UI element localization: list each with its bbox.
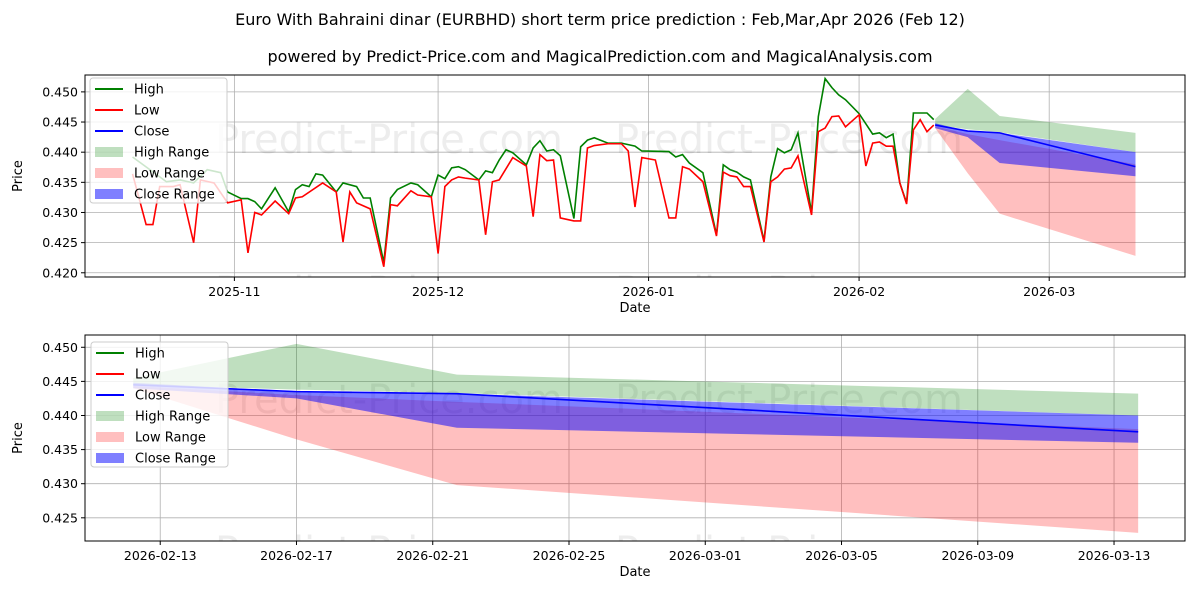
y-tick-label: 0.430 — [42, 205, 78, 220]
legend-label: High — [135, 347, 165, 362]
legend-label: Close — [135, 389, 170, 404]
legend: High Low Close High Range Low Range Close Ran… — [90, 341, 229, 468]
legend-label: High Range — [135, 410, 210, 425]
y-tick-label: 0.445 — [42, 374, 78, 389]
legend-label: Low — [135, 368, 161, 383]
y-tick-label: 0.435 — [42, 175, 78, 190]
legend-label: Low — [134, 104, 160, 119]
watermark: Predict-Price.com — [615, 529, 963, 575]
legend-label: High — [134, 83, 164, 98]
forecast-axes: 0.425 0.430 0.435 0.440 0.445 0.450 2026-02-13… — [11, 334, 1186, 580]
watermark: Predict-Price.com — [215, 529, 563, 575]
legend-patch-swatch — [95, 147, 123, 157]
legend-label: Close Range — [135, 452, 216, 467]
x-tick-label: 2026-02-21 — [396, 548, 469, 563]
high-range-band — [935, 88, 1136, 153]
y-tick-label: 0.450 — [42, 340, 78, 355]
chart-title: Euro With Bahraini dinar (EURBHD) short … — [235, 10, 965, 29]
x-tick-label: 2026-03-13 — [1078, 548, 1151, 563]
legend-label: Close Range — [134, 188, 215, 203]
high-series-line — [132, 76, 935, 263]
y-tick-label: 0.440 — [42, 145, 78, 160]
watermark: Predict-Price.com — [215, 117, 563, 163]
legend-patch-swatch — [95, 168, 123, 178]
legend-patch-swatch — [96, 432, 124, 442]
y-tick-label: 0.425 — [42, 235, 78, 250]
legend-patch-swatch — [95, 189, 123, 199]
legend-box — [90, 341, 229, 468]
legend-patch-swatch — [96, 453, 124, 463]
x-tick-label: 2026-02-17 — [260, 548, 333, 563]
watermark-group: Predict-Price.com Predict-Price.com Predic… — [215, 117, 963, 315]
x-axis-label: Date — [619, 565, 650, 580]
legend-label: Low Range — [135, 431, 206, 446]
history-axes: 0.420 0.425 0.430 0.435 0.440 0.445 0.450 2025-… — [11, 74, 1186, 316]
y-tick-label: 0.435 — [42, 442, 78, 457]
x-tick-label: 2026-03 — [1023, 284, 1075, 299]
y-tick-label: 0.450 — [42, 84, 78, 99]
x-tick-label: 2026-03-05 — [805, 548, 878, 563]
y-tick-label: 0.420 — [42, 265, 78, 280]
y-tick-label: 0.430 — [42, 476, 78, 491]
high-range-band — [133, 343, 1139, 416]
legend-label: High Range — [134, 146, 209, 161]
legend-box — [89, 77, 228, 204]
x-tick-label: 2026-02-25 — [533, 548, 606, 563]
x-tick-label: 2026-02-13 — [124, 548, 197, 563]
x-tick-label: 2025-11 — [208, 284, 260, 299]
legend-label: Close — [134, 125, 169, 140]
x-tick-label: 2026-03-01 — [669, 548, 742, 563]
y-tick-label: 0.440 — [42, 408, 78, 423]
watermark: Predict-Price.com — [615, 269, 963, 315]
x-tick-label: 2025-12 — [412, 284, 464, 299]
axes-frame — [84, 74, 1186, 278]
x-tick-label: 2026-01 — [622, 284, 674, 299]
close-forecast-line — [935, 124, 1136, 168]
close-range-band — [935, 123, 1136, 177]
close-range-band — [133, 382, 1139, 443]
y-tick-label: 0.425 — [42, 510, 78, 525]
x-tick-label: 2026-03-09 — [941, 548, 1014, 563]
legend-label: Low Range — [134, 167, 205, 182]
y-tick-label: 0.445 — [42, 115, 78, 130]
y-axis-label: Price — [11, 160, 26, 192]
y-axis-label: Price — [11, 422, 26, 454]
x-axis-label: Date — [619, 301, 650, 316]
watermark: Predict-Price.com — [215, 269, 563, 315]
axes-frame — [84, 334, 1186, 542]
low-series-line — [131, 113, 935, 267]
x-tick-label: 2026-02 — [833, 284, 885, 299]
chart-subtitle: powered by Predict-Price.com and Magical… — [267, 47, 932, 66]
legend: High Low Close High Range Low Range Close Ran… — [89, 77, 228, 204]
legend-patch-swatch — [96, 411, 124, 421]
